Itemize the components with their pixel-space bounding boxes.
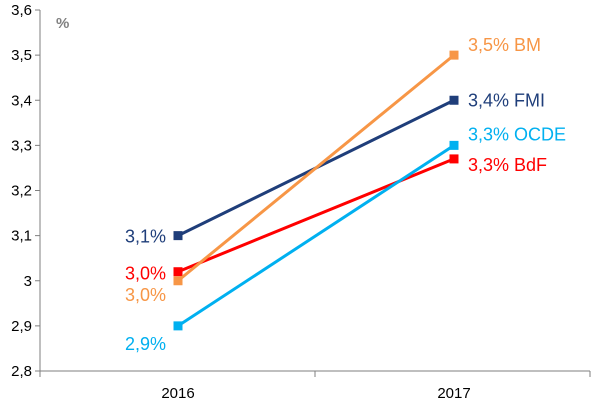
data-label-ocde-2016: 2,9% <box>125 334 166 354</box>
data-label-ocde-2017: 3,3% OCDE <box>468 124 566 144</box>
data-marker-bdf-2017 <box>449 154 459 164</box>
data-label-fmi-2016: 3,1% <box>125 227 166 247</box>
y-tick-label: 3,5 <box>11 47 32 64</box>
y-tick-label: 3,4 <box>11 92 32 109</box>
series-layer <box>173 50 459 331</box>
axes: 2,8 2,9 3 3,1 3,2 3,3 3,4 3,5 3,6 2016 2017 <box>11 2 591 402</box>
data-marker-bm-2017 <box>449 50 459 60</box>
labels-layer: 3,1% 3,4% FMI 3,0% 3,3% BdF 3,0% 3,5% BM 2,9% 3… <box>125 35 566 354</box>
series-line-bm <box>177 53 455 282</box>
y-tick-label: 2,8 <box>11 363 32 380</box>
data-marker-bm-2016 <box>173 276 183 286</box>
data-marker-fmi-2016 <box>173 231 183 241</box>
y-tick-label: 3,3 <box>11 137 32 154</box>
y-tick-label: 3,6 <box>11 2 32 19</box>
data-label-bm-2017: 3,5% BM <box>468 35 541 55</box>
y-tick-label: 2,9 <box>11 318 32 335</box>
y-axis-unit-label: % <box>56 15 69 32</box>
x-tick-label: 2017 <box>437 385 470 402</box>
series-line-bdf <box>177 157 455 274</box>
data-marker-ocde-2017 <box>449 140 459 150</box>
series-line-ocde <box>177 144 455 328</box>
data-label-bm-2016: 3,0% <box>125 285 166 305</box>
data-marker-bdf-2016 <box>173 267 183 277</box>
y-tick-label: 3,1 <box>11 228 32 245</box>
data-marker-fmi-2017 <box>449 95 459 105</box>
data-label-bdf-2017: 3,3% BdF <box>468 155 547 175</box>
data-marker-ocde-2016 <box>173 321 183 331</box>
data-label-bdf-2016: 3,0% <box>125 264 166 284</box>
x-tick-label: 2016 <box>161 385 194 402</box>
y-tick-label: 3 <box>24 273 32 290</box>
y-tick-label: 3,2 <box>11 183 32 200</box>
data-label-fmi-2017: 3,4% FMI <box>468 90 545 110</box>
